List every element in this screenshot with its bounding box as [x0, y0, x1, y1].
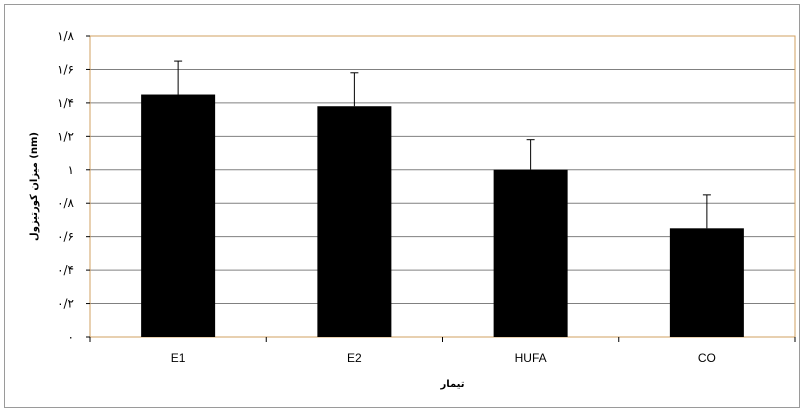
y-tick-label: ۱ — [68, 163, 74, 177]
x-axis-label: تیمار — [439, 379, 464, 390]
x-tick-label-hufa: HUFA — [515, 351, 547, 365]
error-bars — [174, 60, 711, 229]
x-tick-labels: E1 E2 HUFA CO — [89, 337, 796, 365]
y-tick-label: ۱/۶ — [57, 62, 74, 76]
bar-e1 — [141, 94, 216, 338]
y-tick-label: ۰/۴ — [57, 263, 74, 277]
bar-e2 — [317, 106, 392, 337]
bar-hufa — [493, 169, 568, 337]
y-tick-label: ۰ — [68, 330, 74, 344]
y-tick-label: ۱/۸ — [57, 29, 74, 43]
x-tick-label-co: CO — [698, 351, 716, 365]
y-tick-label: ۰/۸ — [57, 196, 74, 210]
chart-frame — [4, 4, 800, 408]
bars — [141, 94, 744, 338]
y-axis-label: میزان کورتیزول (nm) — [29, 132, 40, 241]
x-tick-label-e1: E1 — [171, 351, 186, 365]
y-tick-label: ۱/۴ — [57, 96, 74, 110]
y-tick-label: ۱/۲ — [57, 129, 74, 143]
y-tick-label: ۰/۲ — [57, 297, 74, 311]
x-tick-label-e2: E2 — [347, 351, 362, 365]
bar-co — [669, 228, 744, 337]
y-tick-label: ۰/۶ — [57, 230, 74, 244]
y-tick-labels: ۰ ۰/۲ ۰/۴ ۰/۶ ۰/۸ ۱ ۱/۲ ۱/۴ ۱/۶ ۱/۸ — [57, 29, 90, 344]
